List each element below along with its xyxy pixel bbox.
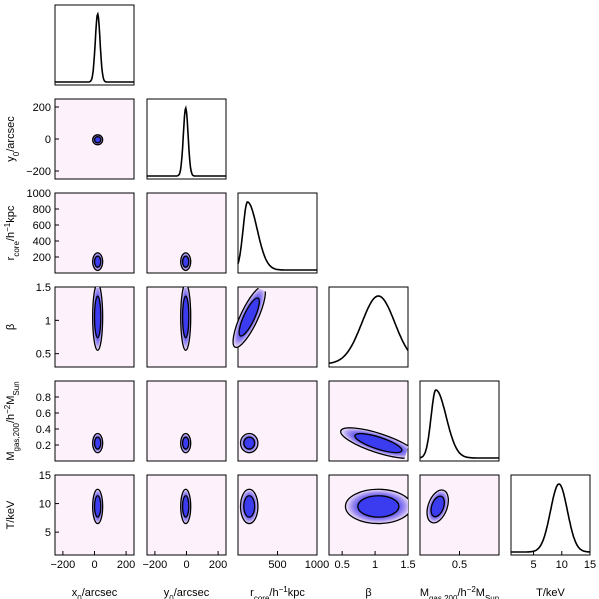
yaxis-label-beta: β xyxy=(5,324,17,330)
xtick-label: 0.5 xyxy=(335,559,350,571)
panel-beta-T xyxy=(328,474,409,556)
marginal-curve xyxy=(237,201,317,271)
xtick-label: 0.5 xyxy=(452,559,467,571)
contour-68 xyxy=(93,255,102,268)
panel-mgas-T xyxy=(419,474,500,556)
panel-y0-mgas xyxy=(146,380,227,462)
xtick-label: 0 xyxy=(183,559,189,571)
marginal-curve xyxy=(511,483,590,553)
contour-68 xyxy=(430,495,446,518)
xaxis-label-x0: x0/arcsec xyxy=(72,587,118,599)
xtick-label: 1 xyxy=(372,559,378,571)
panel-y0-T xyxy=(146,474,227,556)
ytick-label: 200 xyxy=(33,252,51,264)
xtick-label: −200 xyxy=(143,559,168,571)
xtick-label: −200 xyxy=(51,559,76,571)
xtick-label: 200 xyxy=(209,559,227,571)
yaxis-label-rcore: rcore/h−1kpc xyxy=(3,205,21,260)
ytick-label: 1 xyxy=(45,315,51,327)
ytick-label: 200 xyxy=(33,102,51,114)
marginal-curve xyxy=(147,105,226,177)
ytick-label: 1.5 xyxy=(36,282,51,294)
xtick-label: 500 xyxy=(268,559,286,571)
contour-68 xyxy=(243,495,256,518)
contour-68 xyxy=(238,297,260,337)
xaxis-label-beta: β xyxy=(365,587,371,599)
contour-68 xyxy=(354,432,403,454)
marginal-x0 xyxy=(54,4,135,86)
ytick-label: 15 xyxy=(39,470,51,482)
panel-x0-mgas xyxy=(54,380,135,462)
marginal-T xyxy=(510,474,591,556)
ytick-label: −200 xyxy=(26,166,51,178)
marginal-curve xyxy=(55,11,134,83)
contour-68 xyxy=(93,436,102,450)
xaxis-label-rcore: rcore/h−1kpc xyxy=(250,585,305,599)
contour-68 xyxy=(93,136,102,144)
ytick-label: 0.8 xyxy=(36,392,51,404)
panel-y0-beta xyxy=(146,286,227,368)
contour-68 xyxy=(181,495,190,518)
contour-68 xyxy=(93,495,102,518)
xtick-label: 10 xyxy=(556,559,568,571)
panel-x0-rcore xyxy=(54,192,135,274)
ytick-label: 5 xyxy=(45,527,51,539)
xtick-label: 15 xyxy=(584,559,596,571)
xtick-label: 1.5 xyxy=(400,559,415,571)
contour-68 xyxy=(93,295,102,339)
panel-x0-T xyxy=(54,474,135,556)
xtick-label: 0 xyxy=(91,559,97,571)
ytick-label: 400 xyxy=(33,236,51,248)
xtick-label: 200 xyxy=(117,559,135,571)
contour-68 xyxy=(181,255,190,268)
xtick-label: 1000 xyxy=(305,559,329,571)
ytick-label: 600 xyxy=(33,220,51,232)
marginal-rcore xyxy=(237,192,318,274)
ytick-label: 0 xyxy=(45,134,51,146)
panel-rcore-T xyxy=(237,474,318,556)
ytick-label: 1000 xyxy=(27,188,51,200)
marginal-beta xyxy=(328,286,409,368)
panel-rcore-beta xyxy=(232,285,318,368)
ytick-label: 0.5 xyxy=(36,349,51,361)
panel-x0-beta xyxy=(54,286,135,368)
panel-x0-y0 xyxy=(54,98,135,180)
contour-68 xyxy=(357,495,400,518)
ytick-label: 800 xyxy=(33,204,51,216)
yaxis-label-y0: y0/arcsec xyxy=(5,116,21,162)
xtick-label: 5 xyxy=(531,559,537,571)
contour-68 xyxy=(181,295,190,339)
marginal-curve xyxy=(419,389,499,459)
ytick-label: 0.6 xyxy=(36,408,51,420)
marginal-curve xyxy=(328,295,409,364)
ytick-label: 0.2 xyxy=(36,440,51,452)
marginal-mgas xyxy=(419,380,500,462)
ytick-label: 0.4 xyxy=(36,424,51,436)
contour-68 xyxy=(181,436,190,450)
yaxis-label-mgas: Mgas,200/h−2MSun xyxy=(3,381,21,460)
ytick-label: 10 xyxy=(39,499,51,511)
marginal-y0 xyxy=(146,98,227,180)
panel-rcore-mgas xyxy=(237,380,318,462)
yaxis-label-T: T/keV xyxy=(5,500,17,529)
contour-68 xyxy=(243,436,256,450)
panel-y0-rcore xyxy=(146,192,227,274)
panel-beta-mgas xyxy=(328,380,417,462)
xaxis-label-mgas: Mgas,200/h−2MSun xyxy=(420,585,499,599)
xaxis-label-y0: y0/arcsec xyxy=(164,587,210,599)
xaxis-label-T: T/keV xyxy=(536,587,565,599)
